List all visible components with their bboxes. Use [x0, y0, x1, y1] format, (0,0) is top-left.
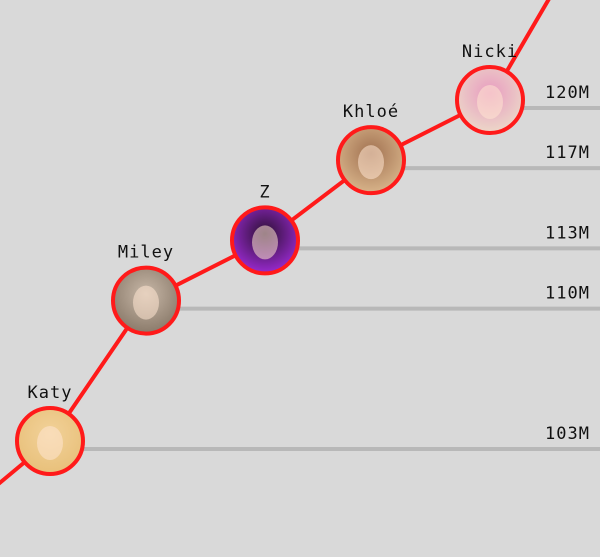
- name-label: Katy: [28, 383, 73, 403]
- name-label: Z: [259, 182, 270, 202]
- avatar-nicki: [455, 65, 525, 135]
- value-label: 117M: [545, 143, 590, 163]
- value-label: 113M: [545, 223, 590, 243]
- name-label: Nicki: [462, 42, 518, 62]
- value-label: 103M: [545, 424, 590, 444]
- name-label: Miley: [118, 243, 174, 263]
- name-label: Khloé: [343, 102, 399, 122]
- avatar-z: [230, 205, 300, 276]
- value-label: 120M: [545, 83, 590, 103]
- value-label: 110M: [545, 284, 590, 304]
- avatar-khloé: [336, 125, 406, 196]
- avatar-miley: [111, 265, 181, 336]
- avatar-katy: [15, 406, 85, 476]
